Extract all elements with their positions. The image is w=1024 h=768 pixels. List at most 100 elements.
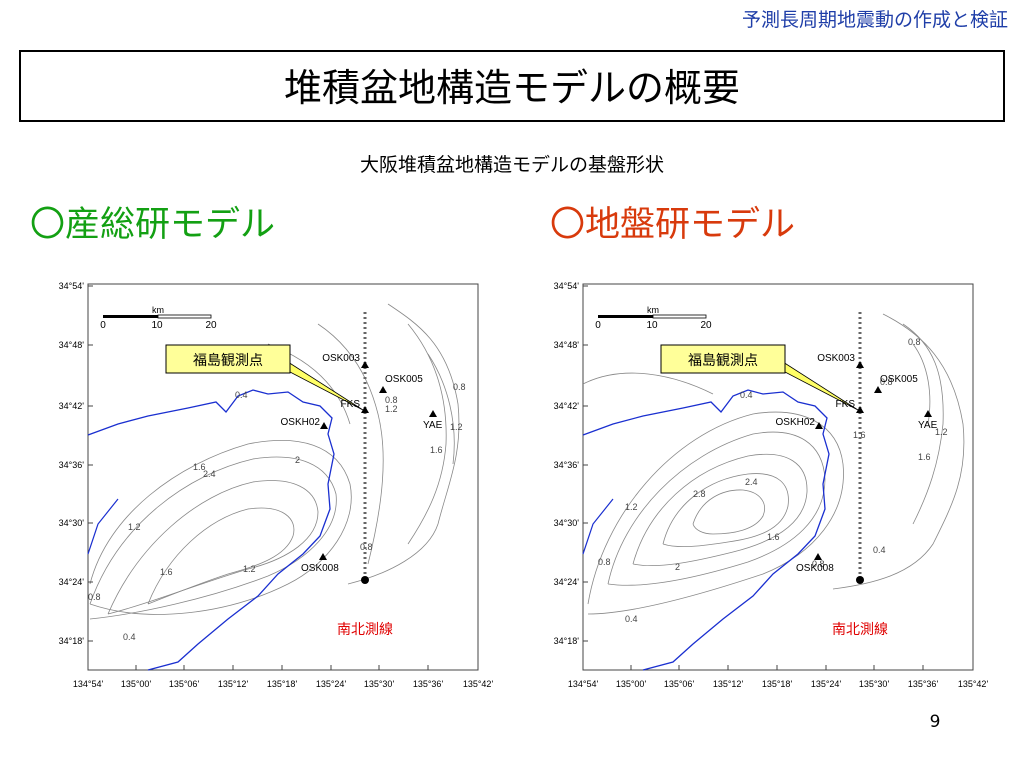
- contour-label: 1.2: [128, 522, 141, 532]
- lon-tick-label: 135°06': [664, 679, 695, 689]
- station-marker: [319, 553, 327, 560]
- survey-line-end: [361, 576, 369, 584]
- coastline: [87, 389, 335, 671]
- scale-bar: [157, 314, 212, 319]
- station-marker: [856, 361, 864, 368]
- lon-tick-label: 135°06': [169, 679, 200, 689]
- callout-text: 福島観測点: [688, 352, 758, 369]
- contour-label: 2.4: [203, 469, 216, 479]
- station-label: OSK008: [796, 563, 834, 574]
- contour-label: 1.6: [853, 430, 866, 440]
- station-label: OSK005: [385, 374, 423, 385]
- lat-tick-label: 34°54': [554, 281, 580, 291]
- scale-unit: km: [152, 305, 164, 315]
- scale-bar: [652, 314, 707, 319]
- callout-box: [165, 344, 291, 374]
- scale-tick: 0: [100, 320, 106, 331]
- contour-label: 0.4: [235, 390, 248, 400]
- contour: [407, 323, 447, 545]
- contour-label: 0.4: [740, 390, 753, 400]
- lon-tick-label: 135°12': [713, 679, 744, 689]
- contour-label: 0.8: [908, 337, 921, 347]
- station-marker: [361, 361, 369, 368]
- contour: [89, 456, 337, 620]
- lat-tick-label: 34°42': [554, 401, 580, 411]
- lon-tick-label: 135°00': [121, 679, 152, 689]
- contour-label: 2: [295, 455, 300, 465]
- contour-label: 0.4: [625, 614, 638, 624]
- lon-tick-label: 135°00': [616, 679, 647, 689]
- contour: [632, 453, 808, 566]
- contour-label: 1.6: [193, 462, 206, 472]
- lon-tick-label: 135°42': [463, 679, 494, 689]
- lat-tick-label: 34°18': [59, 636, 85, 646]
- map: 34°54' 34°48' 34°42' 34°36' 34°30' 34°24' 34°1…: [554, 281, 989, 689]
- lon-tick-label: 135°24': [811, 679, 842, 689]
- contour-label: 2.4: [745, 477, 758, 487]
- contour: [832, 313, 965, 590]
- contour-label: 1.2: [385, 404, 398, 414]
- page-number: 9: [930, 712, 941, 732]
- lon-tick-label: 135°36': [908, 679, 939, 689]
- title: 堆積盆地構造モデルの概要: [284, 66, 740, 110]
- contour: [902, 323, 944, 525]
- coastline: [87, 498, 119, 555]
- station-marker: [361, 406, 369, 413]
- contour: [662, 473, 789, 547]
- contour-label: 1.6: [160, 567, 173, 577]
- contour-label: 1.6: [767, 532, 780, 542]
- scale-bar: [103, 315, 158, 318]
- scale-tick: 10: [151, 320, 163, 331]
- lon-tick-label: 135°42': [958, 679, 989, 689]
- station-label: FKS: [341, 399, 361, 410]
- station-label: OSK005: [880, 374, 918, 385]
- lat-tick-label: 34°48': [554, 340, 580, 350]
- contour-label: 0.8: [812, 559, 825, 569]
- contour-label: 0.4: [873, 545, 886, 555]
- station-label: FKS: [836, 399, 856, 410]
- title-box: [19, 50, 1005, 122]
- contour-label: 1.2: [450, 422, 463, 432]
- lat-tick-label: 34°36': [554, 460, 580, 470]
- contour-label: 1.2: [243, 564, 256, 574]
- lat-tick-label: 34°48': [59, 340, 85, 350]
- coastline: [582, 389, 830, 671]
- station-marker: [320, 422, 328, 429]
- station-marker: [924, 410, 932, 417]
- station-marker: [814, 553, 822, 560]
- contour: [692, 489, 765, 535]
- lon-tick-label: 135°30': [859, 679, 890, 689]
- lat-tick-label: 34°30': [554, 518, 580, 528]
- lat-tick-label: 34°24': [59, 577, 85, 587]
- lat-tick-label: 34°36': [59, 460, 85, 470]
- lat-tick-label: 34°30': [59, 518, 85, 528]
- station-label: OSK003: [817, 353, 855, 364]
- scale-tick: 0: [595, 320, 601, 331]
- station-marker: [815, 422, 823, 429]
- contour: [427, 353, 455, 465]
- station-marker: [379, 386, 387, 393]
- lat-tick-label: 34°54': [59, 281, 85, 291]
- contour-label: 0.8: [385, 395, 398, 405]
- contour-label: 1.2: [935, 427, 948, 437]
- lon-tick-label: 134°54': [73, 679, 104, 689]
- contour: [587, 411, 844, 615]
- survey-line-label: 南北測線: [832, 622, 888, 638]
- scale-bar: [598, 315, 653, 318]
- lon-tick-label: 135°12': [218, 679, 249, 689]
- station-label: YAE: [918, 420, 938, 431]
- station-label: OSKH02: [281, 417, 321, 428]
- survey-line-label: 南北測線: [337, 622, 393, 638]
- contour: [317, 323, 384, 565]
- model-label: 〇地盤研モデル: [550, 205, 795, 245]
- contour-label: 2.8: [693, 489, 706, 499]
- scale-unit: km: [647, 305, 659, 315]
- lon-tick-label: 135°18': [267, 679, 298, 689]
- map: 34°54' 34°48' 34°42' 34°36' 34°30' 34°24' 34°1…: [59, 281, 494, 689]
- station-marker: [874, 386, 882, 393]
- scale-tick: 20: [205, 320, 217, 331]
- contour: [107, 480, 319, 615]
- lon-tick-label: 135°24': [316, 679, 347, 689]
- survey-line-end: [856, 576, 864, 584]
- contour: [89, 440, 352, 615]
